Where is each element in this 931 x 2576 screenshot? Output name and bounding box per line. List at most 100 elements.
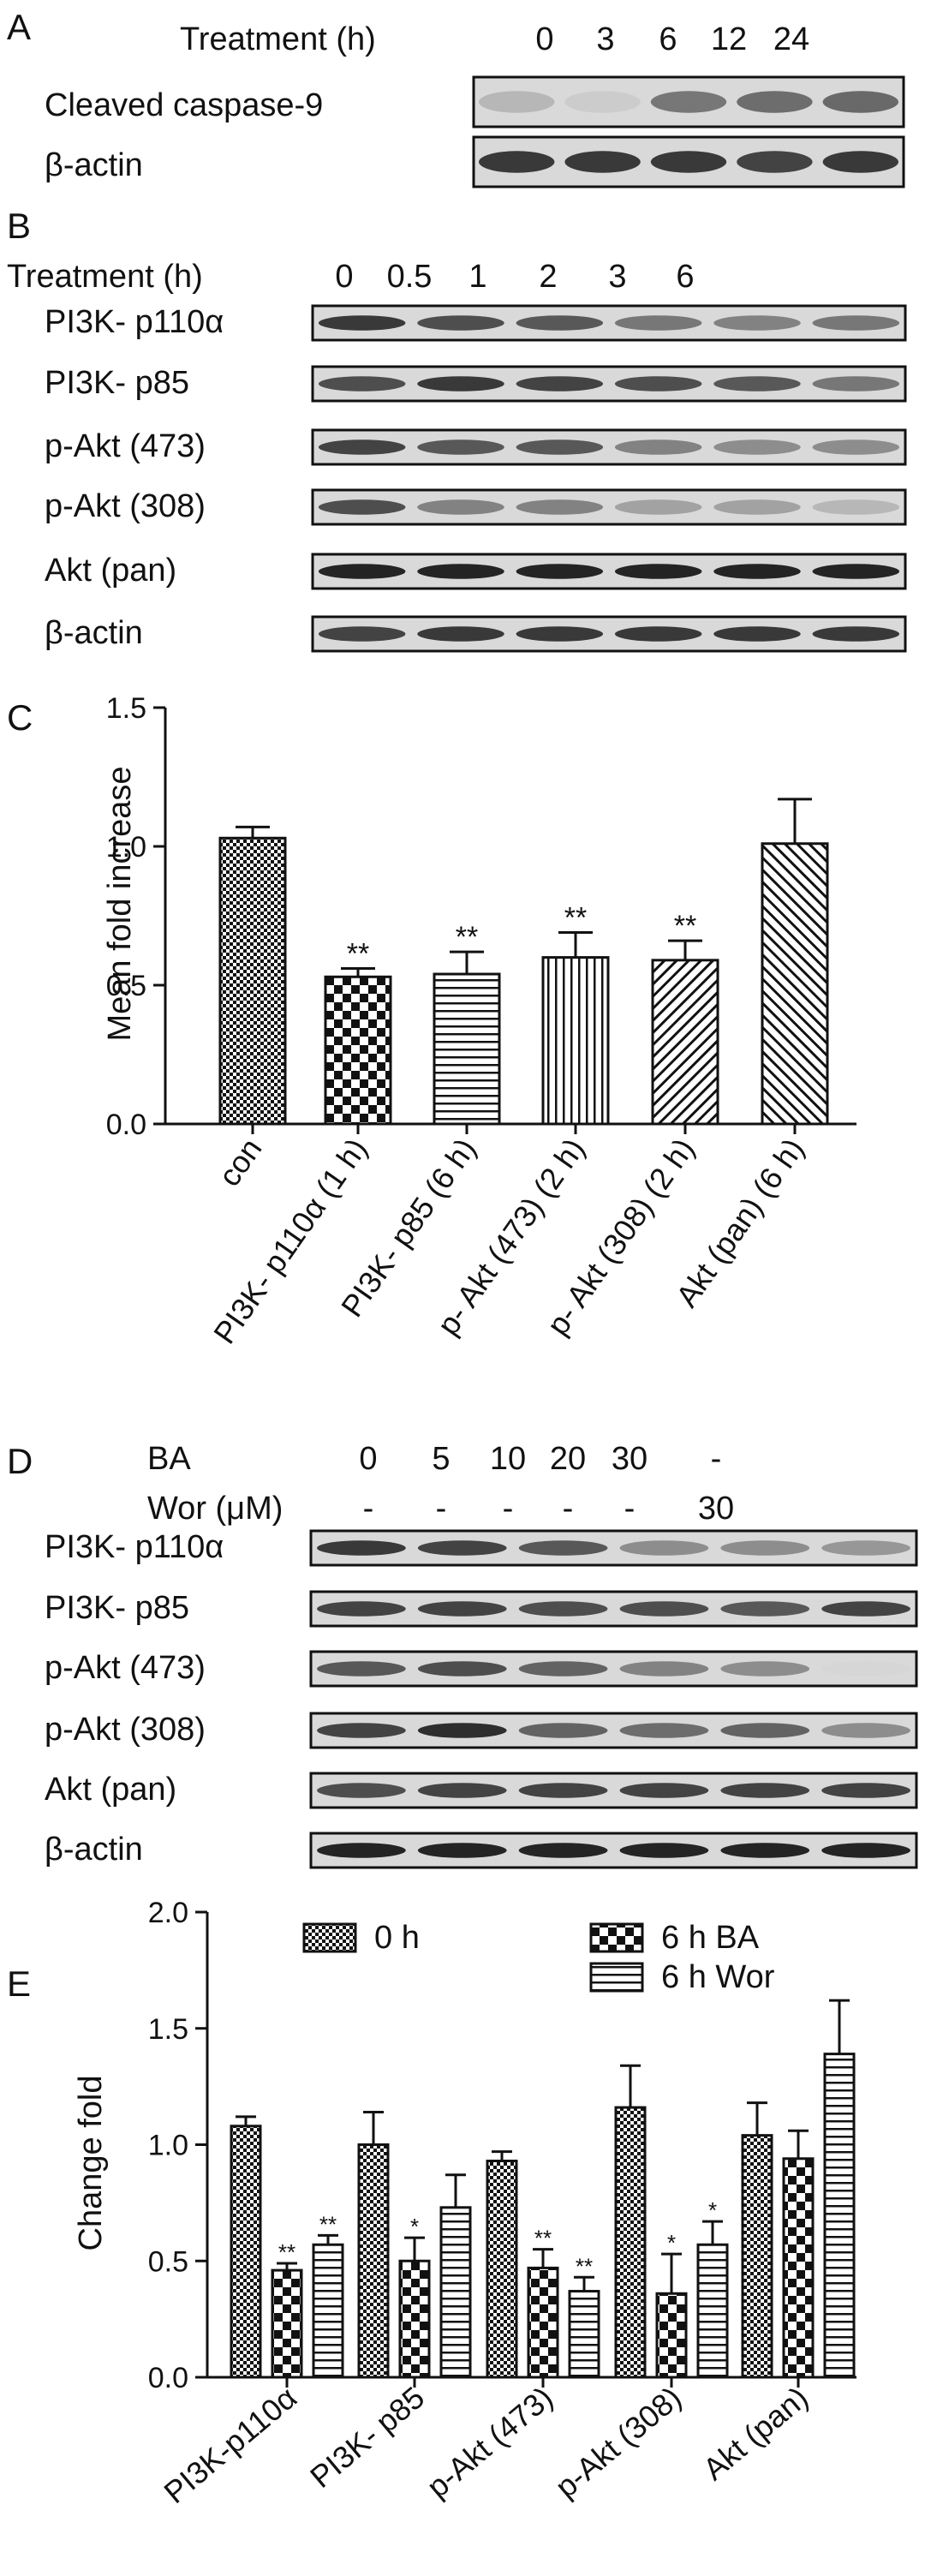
bar	[696, 2243, 729, 2379]
panel-d-letter: D	[7, 1441, 33, 1481]
blot-row-label: Akt (pan)	[45, 1772, 176, 1808]
blot-band	[619, 1843, 709, 1858]
legend-swatch	[589, 1962, 644, 1993]
bar	[312, 2243, 344, 2379]
panel-d-treatment-labels: 0 5 10 20 30 - - - - - - 30	[359, 1441, 734, 1527]
blot-band	[516, 315, 604, 331]
blot-row: β-actin	[45, 615, 907, 653]
blot-band	[318, 626, 406, 642]
legend-label: 6 h Wor	[661, 1959, 775, 1995]
legend-label: 6 h BA	[661, 1920, 760, 1956]
blot-strip	[311, 304, 907, 342]
blot-band	[518, 1843, 608, 1858]
blot-band	[737, 91, 813, 113]
bar	[741, 2134, 773, 2379]
blot-row: β-actin	[45, 1832, 918, 1869]
ba-value: 5	[432, 1441, 450, 1477]
blot-band	[317, 1601, 406, 1617]
bar	[218, 836, 287, 1126]
blot-row: PI3K- p110α	[45, 304, 907, 342]
wor-value: 30	[698, 1491, 734, 1527]
blot-band	[650, 91, 727, 113]
blot-band	[821, 1661, 910, 1676]
panel-a: A Treatment (h) 0 3 6 12 24 Cleaved caspase-…	[7, 7, 905, 188]
blot-row-label: Akt (pan)	[45, 553, 176, 589]
blot-row-label: PI3K- p110α	[45, 304, 224, 340]
blot-band	[737, 151, 813, 173]
blot-band	[812, 564, 900, 579]
blot-row: p-Akt (473)	[45, 1650, 918, 1688]
x-tick-label: p-Akt (473)	[420, 2380, 559, 2505]
panel-e-letter: E	[7, 1963, 31, 2004]
blot-band	[619, 1783, 709, 1798]
blot-band	[417, 1661, 507, 1676]
blot-strip	[311, 553, 907, 590]
blot-strip	[309, 1529, 918, 1567]
y-tick-label: 0.5	[106, 970, 146, 1002]
blot-band	[479, 151, 555, 173]
blot-strip	[311, 428, 907, 466]
blot-band	[516, 439, 604, 455]
blot-band	[318, 439, 406, 455]
blot-band	[518, 1723, 608, 1738]
blot-strip	[311, 615, 907, 653]
x-tick-label: p-Akt (308)	[548, 2380, 688, 2505]
blot-row: Cleaved caspase-9	[45, 75, 905, 129]
wor-value: -	[624, 1491, 636, 1527]
blot-row-label: β-actin	[45, 1832, 143, 1868]
y-tick-label: 0.0	[148, 2362, 188, 2394]
blot-band	[417, 1540, 507, 1556]
blot-band	[614, 564, 702, 579]
blot-band	[822, 151, 898, 173]
blot-row-label: Cleaved caspase-9	[45, 87, 323, 123]
significance-label: *	[410, 2214, 419, 2239]
blot-row: Akt (pan)	[45, 1772, 918, 1809]
blot-band	[822, 91, 898, 113]
blot-row: p-Akt (308)	[45, 1712, 918, 1749]
bar	[651, 959, 719, 1126]
blot-row-label: p-Akt (308)	[45, 488, 206, 524]
blot-strip	[309, 1712, 918, 1749]
ba-value: 30	[612, 1441, 648, 1477]
panel-b-blots: PI3K- p110α PI3K- p85 p-Akt (473) p-Akt (30…	[45, 304, 907, 653]
blot-band	[417, 1723, 507, 1738]
ba-value: 20	[550, 1441, 586, 1477]
y-tick-label: 0.5	[148, 2245, 188, 2278]
panel-c-letter: C	[7, 697, 33, 738]
panel-e: E Change fold 0.00.51.01.52.0****PI3K-p1…	[7, 1897, 856, 2510]
y-tick-label: 0.0	[106, 1109, 146, 1141]
blot-band	[516, 626, 604, 642]
bar	[271, 2268, 303, 2379]
ba-value: 0	[359, 1441, 377, 1477]
x-tick-label: Akt (pan)	[696, 2380, 815, 2487]
significance-label: **	[319, 2211, 337, 2237]
blot-row-label: β-actin	[45, 615, 143, 651]
blot-band	[317, 1783, 406, 1798]
time-label: 1	[468, 259, 486, 295]
panel-e-legend: 0 h 6 h BA6 h Wor	[302, 1920, 775, 1995]
x-tick-label: PI3K- p85	[303, 2380, 431, 2495]
x-tick-label: con	[212, 1132, 269, 1192]
blot-band	[720, 1843, 810, 1858]
panel-d-blots: PI3K- p110α PI3K- p85 p-Akt (473) p-Akt (30…	[45, 1529, 918, 1869]
blot-strip	[309, 1650, 918, 1688]
blot-band	[614, 376, 702, 391]
time-label: 0	[535, 21, 553, 57]
blot-row-label: p-Akt (473)	[45, 1650, 206, 1686]
bar	[541, 956, 610, 1126]
blot-band	[518, 1540, 608, 1556]
blot-band	[812, 376, 900, 391]
blot-band	[317, 1843, 406, 1858]
significance-label: **	[576, 2253, 593, 2279]
blot-row-label: p-Akt (473)	[45, 428, 206, 464]
blot-band	[317, 1723, 406, 1738]
blot-band	[318, 499, 406, 515]
blot-row: PI3K- p110α	[45, 1529, 918, 1567]
panel-d-wor-label: Wor (μM)	[147, 1491, 283, 1527]
blot-row-label: PI3K- p110α	[45, 1529, 224, 1565]
blot-band	[317, 1540, 406, 1556]
blot-band	[821, 1601, 910, 1617]
panel-c-y-axis-label: Mean fold increase	[102, 766, 138, 1041]
blot-band	[619, 1540, 709, 1556]
